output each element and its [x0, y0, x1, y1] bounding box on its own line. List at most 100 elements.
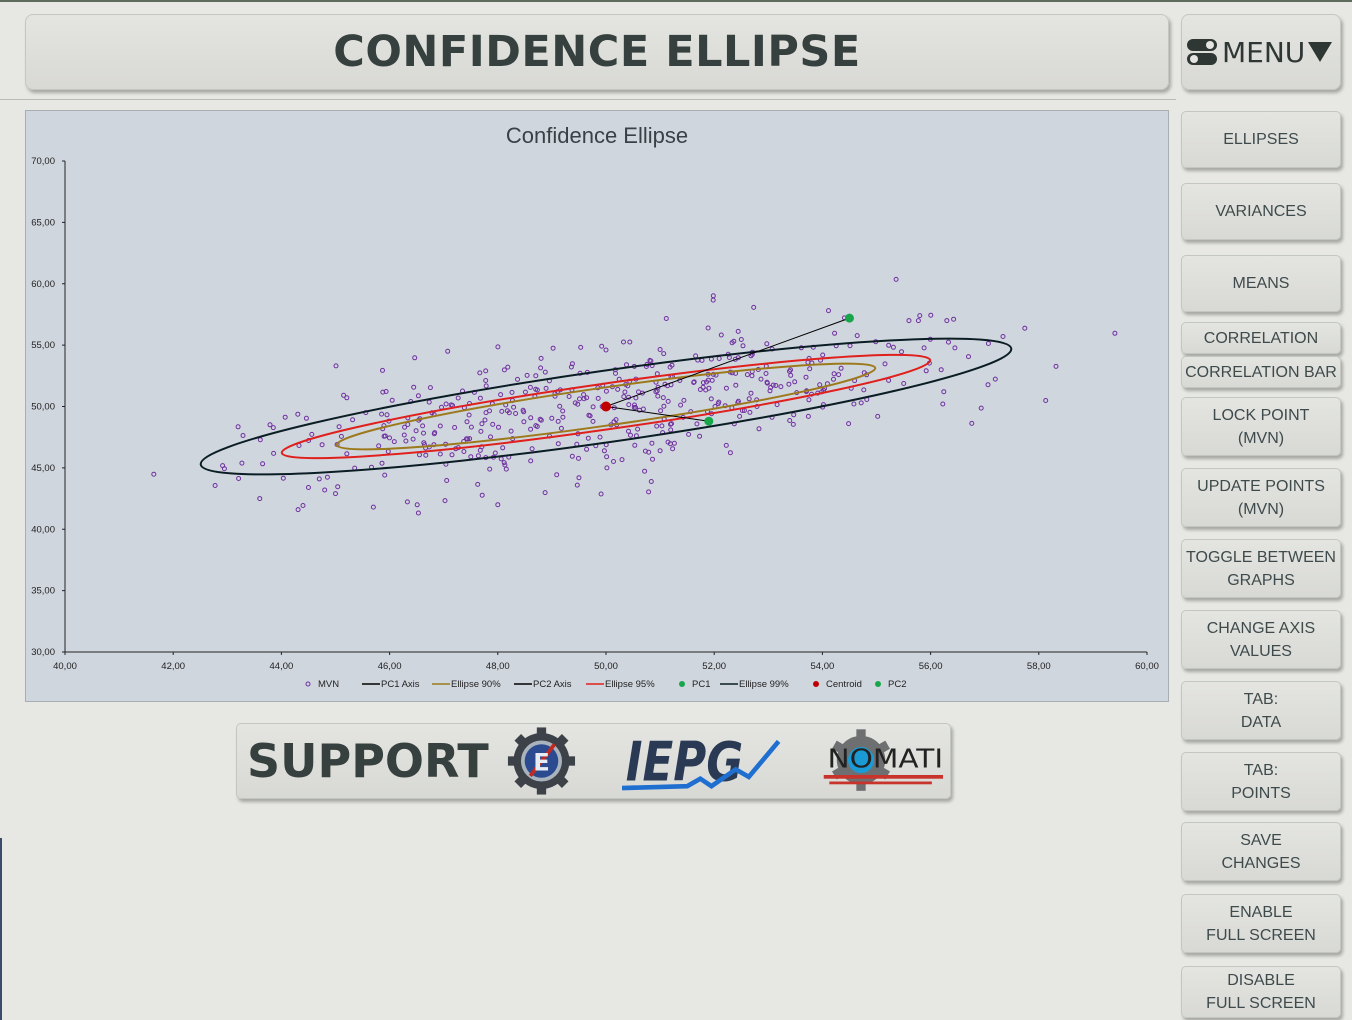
mvn-point [603, 388, 609, 394]
mvn-point [846, 421, 852, 427]
mvn-point [661, 351, 667, 357]
mvn-point [499, 408, 505, 414]
mvn-point [710, 297, 716, 303]
means-button[interactable]: MEANS [1181, 255, 1341, 312]
mvn-point [423, 452, 429, 458]
tab-points-button[interactable]: TAB: POINTS [1181, 752, 1341, 811]
legend-marker-mvn [305, 681, 311, 687]
mvn-point [370, 504, 376, 510]
correlation-bar-button[interactable]: CORRELATION BAR [1181, 356, 1341, 388]
mvn-point [632, 442, 638, 448]
mvn-point [938, 367, 944, 373]
menu-button[interactable]: MENU [1181, 14, 1341, 90]
mvn-point [464, 419, 470, 425]
y-tick-label: 45,00 [31, 463, 55, 474]
pc1-point [844, 313, 854, 323]
mvn-point [569, 453, 575, 459]
mvn-point [665, 398, 671, 404]
x-tick-label: 44,00 [270, 661, 294, 672]
chart-legend: MVN PC1 Axis Ellipse 90% PC2 Axis Ellipse 95… [305, 679, 906, 690]
legend-item: PC1 [679, 679, 710, 690]
mvn-point [670, 446, 676, 452]
mvn-point [826, 308, 831, 314]
mvn-point [708, 396, 714, 402]
mvn-point [764, 341, 770, 347]
mvn-point [380, 367, 385, 373]
mvn-point [300, 503, 306, 508]
update-points-button[interactable]: UPDATE POINTS (MVN) [1181, 468, 1341, 527]
y-tick-label: 30,00 [31, 647, 55, 658]
mvn-point [626, 402, 632, 408]
toggle-graphs-button[interactable]: TOGGLE BETWEEN GRAPHS [1181, 539, 1341, 598]
mvn-point [854, 333, 860, 339]
mvn-point [585, 435, 591, 441]
enable-full-screen-button[interactable]: ENABLE FULL SCREEN [1181, 894, 1341, 953]
legend-label: Centroid [826, 679, 862, 690]
tab-data-button[interactable]: TAB: DATA [1181, 681, 1341, 740]
mvn-point [437, 451, 443, 457]
mvn-point [699, 357, 705, 363]
mvn-point [686, 431, 692, 437]
mvn-point [604, 454, 610, 460]
mvn-point [657, 347, 663, 352]
mvn-point [487, 408, 492, 414]
mvn-point [886, 342, 892, 348]
mvn-point [528, 458, 534, 464]
mvn-point [646, 489, 652, 495]
mvn-point [511, 404, 517, 410]
chart-area[interactable]: Confidence Ellipse 30,00 35,00 40,00 45,00 50… [25, 110, 1169, 702]
ellipses-button[interactable]: ELLIPSES [1181, 111, 1341, 168]
mvn-point [524, 372, 530, 378]
mvn-point [568, 364, 574, 370]
mvn-point [751, 304, 757, 310]
mvn-point [738, 337, 744, 342]
mvn-point [838, 365, 844, 371]
page-title: CONFIDENCE ELLIPSE [333, 27, 861, 77]
mvn-point [744, 372, 750, 378]
mvn-point [385, 449, 391, 454]
window-top-border [0, 0, 1352, 2]
dropdown-triangle-icon [1308, 42, 1333, 62]
mvn-point [401, 432, 407, 438]
mvn-point [1043, 398, 1049, 403]
mvn-point [577, 396, 582, 402]
mvn-point [257, 496, 263, 502]
mvn-point [820, 352, 826, 358]
mvn-point [648, 358, 654, 364]
mvn-point [322, 487, 328, 493]
legend-item: PC2 [875, 679, 906, 690]
mvn-point [384, 412, 390, 418]
mvn-point [578, 344, 584, 350]
mvn-point [627, 339, 633, 345]
correlation-button[interactable]: CORRELATION [1181, 322, 1341, 354]
mvn-point [773, 383, 779, 388]
mvn-point [648, 479, 654, 484]
menu-label: MENU [1222, 35, 1306, 69]
mvn-point [671, 440, 677, 446]
support-label: SUPPORT [247, 734, 489, 788]
mvn-point [501, 460, 507, 466]
mvn-point [380, 389, 386, 395]
x-tick-label: 58,00 [1027, 661, 1051, 672]
mvn-point [778, 384, 784, 390]
y-tick-label: 55,00 [31, 340, 55, 351]
mvn-point [709, 377, 715, 383]
save-changes-button[interactable]: SAVE CHANGES [1181, 822, 1341, 881]
mvn-point [467, 436, 473, 442]
mvn-point [382, 472, 388, 478]
lock-point-button[interactable]: LOCK POINT (MVN) [1181, 397, 1341, 456]
mvn-point [581, 392, 587, 398]
change-axis-values-button[interactable]: CHANGE AXIS VALUES [1181, 610, 1341, 669]
mvn-point [389, 397, 395, 403]
mvn-point [584, 395, 590, 401]
mvn-point [522, 389, 528, 395]
mvn-point [787, 418, 793, 423]
disable-full-screen-button[interactable]: DISABLE FULL SCREEN [1181, 966, 1341, 1018]
mvn-point [506, 410, 512, 416]
variances-button[interactable]: VARIANCES [1181, 183, 1341, 240]
mvn-point [445, 348, 451, 354]
mvn-point [621, 394, 627, 400]
mvn-point [805, 413, 811, 419]
mvn-point [479, 492, 485, 498]
mvn-point [747, 409, 753, 415]
